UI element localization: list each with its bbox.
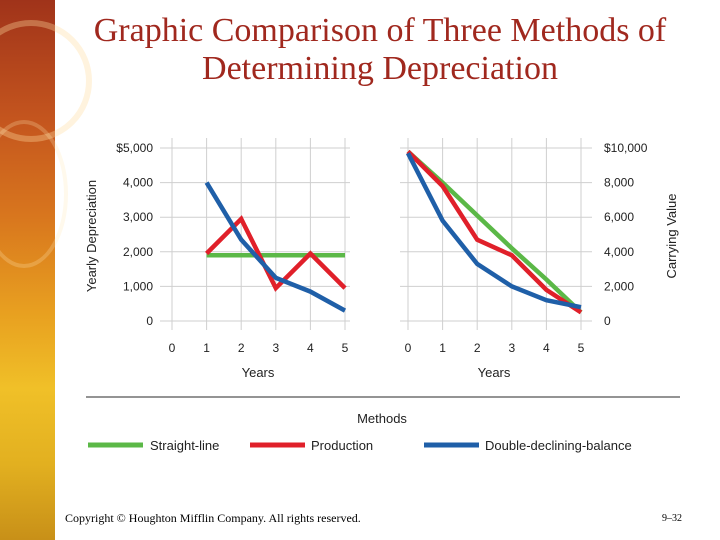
series-line-double-declining-balance: [405, 152, 582, 310]
decorative-swirl: [0, 120, 68, 268]
legend-label: Production: [311, 438, 373, 453]
y-tick-label: 4,000: [123, 176, 153, 190]
y-tick-label: 3,000: [123, 210, 153, 224]
series-line-double-declining-balance: [204, 181, 347, 313]
x-tick-label: 1: [439, 341, 446, 355]
x-tick-label: 5: [578, 341, 585, 355]
y-tick-label: 4,000: [604, 245, 634, 259]
copyright-text: Copyright © Houghton Mifflin Company. Al…: [65, 511, 361, 525]
x-tick-label: 3: [508, 341, 515, 355]
legend-label: Straight-line: [150, 438, 219, 453]
x-axis-title: Years: [478, 365, 511, 380]
y-tick-label: 2,000: [604, 279, 634, 293]
y-tick-label: $5,000: [116, 141, 153, 155]
y-tick-label: 1,000: [123, 279, 153, 293]
x-tick-label: 4: [543, 341, 550, 355]
x-tick-label: 4: [307, 341, 314, 355]
y-tick-label: 0: [146, 314, 153, 328]
y-tick-label: $10,000: [604, 141, 648, 155]
x-tick-label: 0: [169, 341, 176, 355]
y-tick-label: 0: [604, 314, 611, 328]
chart-panel-yearly-depreciation: 0 1,000 2,000 3,000 4,000 $5,000 0 1 2 3 4 5 Years Ye…: [84, 138, 350, 380]
page-title: Graphic Comparison of Three Methods of D…: [93, 12, 667, 87]
y-tick-label: 6,000: [604, 210, 634, 224]
legend-label: Double-declining-balance: [485, 438, 632, 453]
y-tick-label: 8,000: [604, 176, 634, 190]
y-axis-title: Yearly Depreciation: [84, 180, 99, 292]
decorative-side-strip: [0, 0, 92, 540]
x-axis-title: Years: [242, 365, 275, 380]
legend-title: Methods: [357, 411, 407, 426]
x-tick-label: 0: [405, 341, 412, 355]
x-tick-label: 2: [238, 341, 245, 355]
series-line-production: [406, 149, 583, 315]
y-tick-label: 2,000: [123, 245, 153, 259]
page-number: 9–32: [662, 513, 682, 524]
x-tick-label: 5: [342, 341, 349, 355]
x-tick-label: 2: [474, 341, 481, 355]
x-tick-label: 1: [203, 341, 210, 355]
x-tick-label: 3: [272, 341, 279, 355]
y-axis-title: Carrying Value: [664, 193, 679, 278]
chart-panel-carrying-value: 0 2,000 4,000 6,000 8,000 $10,000 0 1 2 3 4 5 Years C…: [400, 138, 679, 380]
series-line-production: [205, 215, 347, 292]
